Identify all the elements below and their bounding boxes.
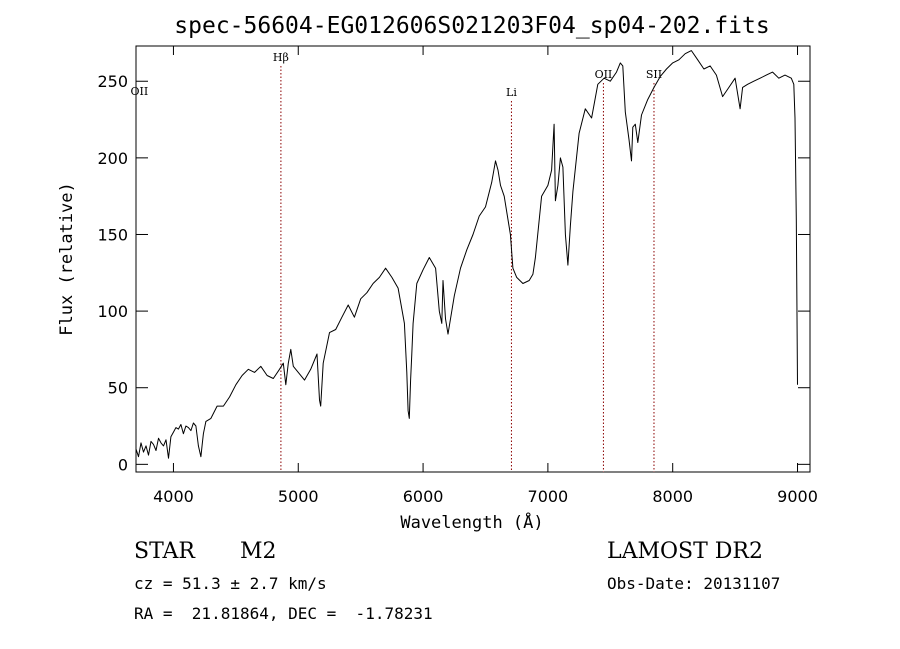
y-axis-label: Flux (relative)	[57, 182, 77, 336]
y-tick-label: 150	[97, 225, 128, 244]
spectrum-line	[135, 50, 798, 459]
x-tick-label: 5000	[278, 487, 319, 506]
x-axis-label: Wavelength (Å)	[400, 511, 543, 533]
line-label: OII	[595, 68, 613, 81]
x-tick-label: 6000	[403, 487, 444, 506]
y-tick-label: 0	[118, 455, 128, 474]
coordinates: RA = 21.81864, DEC = -1.78231	[134, 604, 433, 623]
y-tick-label: 200	[97, 149, 128, 168]
spectrum-series	[135, 50, 798, 459]
y-tick-label: 250	[97, 72, 128, 91]
survey-name: LAMOST DR2	[607, 539, 763, 564]
object-class: STAR	[134, 539, 195, 564]
redshift-readout: cz = 51.3 ± 2.7 km/s	[134, 574, 327, 593]
line-label: Li	[506, 86, 517, 99]
y-axis-ticks: 0 50 100 150 200 250	[97, 72, 810, 474]
line-annotations: OII Hβ Li OII SII	[131, 51, 662, 472]
x-tick-label: 7000	[528, 487, 569, 506]
line-label: SII	[646, 68, 662, 81]
line-label: OII	[131, 85, 149, 98]
plot-frame	[135, 45, 811, 473]
obs-date: Obs-Date: 20131107	[607, 574, 781, 593]
line-label: Hβ	[273, 51, 289, 64]
chart-title: spec-56604-EG012606S021203F04_sp04-202.f…	[174, 13, 769, 39]
x-tick-label: 9000	[777, 487, 818, 506]
x-tick-label: 4000	[153, 487, 194, 506]
y-tick-label: 100	[97, 302, 128, 321]
y-tick-label: 50	[108, 379, 128, 398]
object-subclass: M2	[240, 539, 277, 564]
x-tick-label: 8000	[652, 487, 693, 506]
x-axis-ticks: 4000 5000 6000 7000 8000 9000	[153, 46, 818, 506]
